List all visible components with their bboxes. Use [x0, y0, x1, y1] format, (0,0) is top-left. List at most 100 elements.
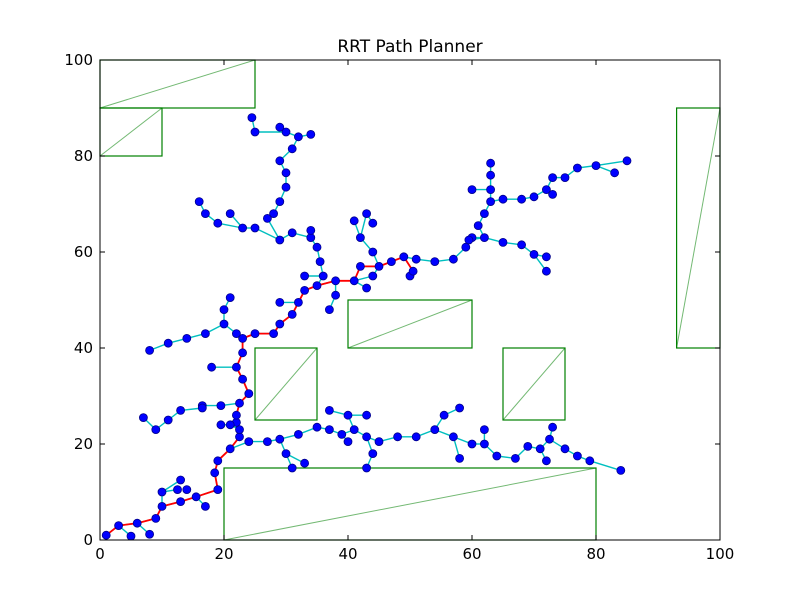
- tree-node: [151, 514, 161, 523]
- tree-edge: [254, 227, 281, 241]
- tree-node: [362, 432, 372, 442]
- tree-node: [374, 261, 384, 271]
- obstacle-diagonal: [99, 107, 163, 157]
- tree-node: [225, 444, 235, 454]
- tree-node: [324, 305, 334, 315]
- tree-node: [573, 163, 582, 173]
- tree-node: [300, 285, 310, 295]
- tree-node: [486, 197, 496, 207]
- obstacle-diagonal: [223, 467, 597, 541]
- tree-node: [349, 425, 359, 435]
- tree-node: [448, 254, 458, 264]
- tree-node: [486, 170, 496, 180]
- tree-node: [269, 209, 279, 219]
- tree-node: [393, 432, 403, 442]
- tree-node: [439, 410, 449, 420]
- x-tick-label: 60: [462, 545, 481, 563]
- tree-node: [275, 122, 285, 132]
- y-tick-label: 100: [64, 51, 93, 69]
- tree-node: [331, 290, 341, 300]
- tree-node: [163, 415, 173, 425]
- tree-edge: [589, 460, 622, 472]
- tree-node: [498, 194, 508, 204]
- obstacle-diagonal: [254, 347, 318, 421]
- tree-node: [235, 425, 244, 435]
- tree-node: [176, 497, 186, 507]
- obstacle-diagonal: [502, 347, 566, 421]
- tree-node: [244, 437, 254, 447]
- tree-node: [219, 305, 229, 315]
- tree-node: [225, 209, 235, 219]
- tree-node: [213, 485, 223, 495]
- tree-node: [293, 132, 303, 142]
- y-tick-label: 0: [83, 531, 93, 549]
- tree-node: [486, 185, 496, 195]
- tree-node: [479, 425, 489, 435]
- tree-node: [517, 240, 526, 250]
- tree-node: [238, 348, 248, 358]
- tree-node: [315, 257, 325, 267]
- obstacle-rect: [254, 347, 318, 421]
- tree-node: [343, 410, 353, 420]
- tree-node: [486, 158, 496, 168]
- tree-node: [492, 451, 502, 461]
- tree-node: [300, 271, 310, 281]
- tree-nodes-layer: [101, 113, 632, 541]
- tree-node: [219, 319, 229, 329]
- tree-node: [349, 276, 359, 286]
- tree-node: [191, 492, 201, 502]
- tree-node: [157, 501, 167, 511]
- tree-node: [287, 144, 297, 154]
- tree-edge: [595, 160, 628, 167]
- tree-node: [479, 233, 489, 243]
- tree-node: [182, 485, 192, 495]
- tree-node: [126, 531, 136, 541]
- x-tick-label: 0: [95, 545, 105, 563]
- tree-node: [213, 218, 223, 228]
- tree-node: [163, 338, 173, 348]
- tree-node: [542, 252, 551, 262]
- tree-node: [275, 297, 285, 307]
- tree-node: [542, 266, 551, 276]
- tree-node: [573, 451, 582, 461]
- obstacle-rect: [347, 299, 473, 349]
- tree-node: [306, 225, 316, 235]
- tree-node: [275, 197, 285, 207]
- tree-node: [151, 425, 161, 435]
- tree-node: [293, 429, 303, 439]
- tree-node: [355, 261, 365, 271]
- plot-frame: [99, 59, 721, 541]
- tree-node: [281, 127, 291, 137]
- tree-node: [498, 237, 508, 247]
- obstacle-rect: [502, 347, 566, 421]
- tree-node: [464, 235, 474, 245]
- tree-node: [324, 405, 334, 415]
- tree-node: [306, 233, 316, 243]
- tree-node: [287, 309, 297, 319]
- tree-node: [312, 242, 322, 252]
- tree-node: [511, 453, 520, 463]
- obstacle-diagonal: [347, 299, 473, 349]
- tree-node: [247, 113, 257, 122]
- tree-node: [216, 420, 226, 430]
- tree-node: [386, 257, 396, 267]
- tree-node: [176, 475, 186, 485]
- tree-node: [355, 233, 365, 243]
- y-tick-label: 40: [74, 339, 93, 357]
- tree-node: [197, 403, 207, 413]
- tree-node: [399, 252, 409, 262]
- tree-node: [235, 398, 244, 408]
- tree-node: [231, 329, 241, 339]
- tree-node: [461, 242, 471, 252]
- tree-node: [145, 345, 155, 355]
- chart-title: RRT Path Planner: [337, 37, 482, 57]
- tree-node: [275, 235, 285, 245]
- tree-node: [430, 425, 440, 435]
- tree-node: [368, 218, 378, 228]
- tree-node: [300, 458, 310, 468]
- tree-node: [585, 456, 595, 466]
- tree-node: [455, 453, 465, 463]
- tree-node: [408, 266, 418, 276]
- tree-node: [362, 209, 372, 219]
- tree-node: [548, 189, 557, 199]
